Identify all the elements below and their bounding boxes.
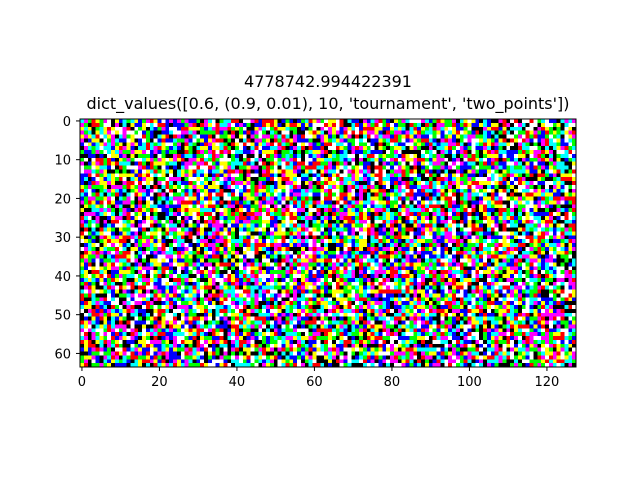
x-tick-label: 40 [229, 375, 246, 390]
y-tick-label: 30 [54, 231, 71, 246]
y-tick-label: 40 [54, 270, 71, 285]
x-tick-label: 60 [306, 375, 323, 390]
y-tick-label: 10 [54, 154, 71, 169]
y-tick-label: 0 [63, 115, 71, 130]
axes-frame [79, 118, 577, 368]
x-tick-label: 20 [151, 375, 168, 390]
x-tick-label: 0 [78, 375, 86, 390]
y-tick-label: 50 [54, 309, 71, 324]
x-tick-label: 100 [457, 375, 482, 390]
x-tick-label: 120 [535, 375, 560, 390]
plot-area [79, 118, 577, 368]
y-tick-label: 20 [54, 192, 71, 207]
y-axis: 0 10 20 30 40 50 60 [54, 115, 80, 362]
noise-image [80, 119, 576, 367]
y-tick-label: 60 [54, 347, 71, 362]
x-tick-label: 80 [384, 375, 401, 390]
x-axis: 0 20 40 60 80 100 120 [78, 367, 560, 390]
chart-title-line-1: 4778742.994422391 [244, 72, 412, 91]
chart-title-line-2: dict_values([0.6, (0.9, 0.01), 10, 'tour… [86, 94, 570, 113]
